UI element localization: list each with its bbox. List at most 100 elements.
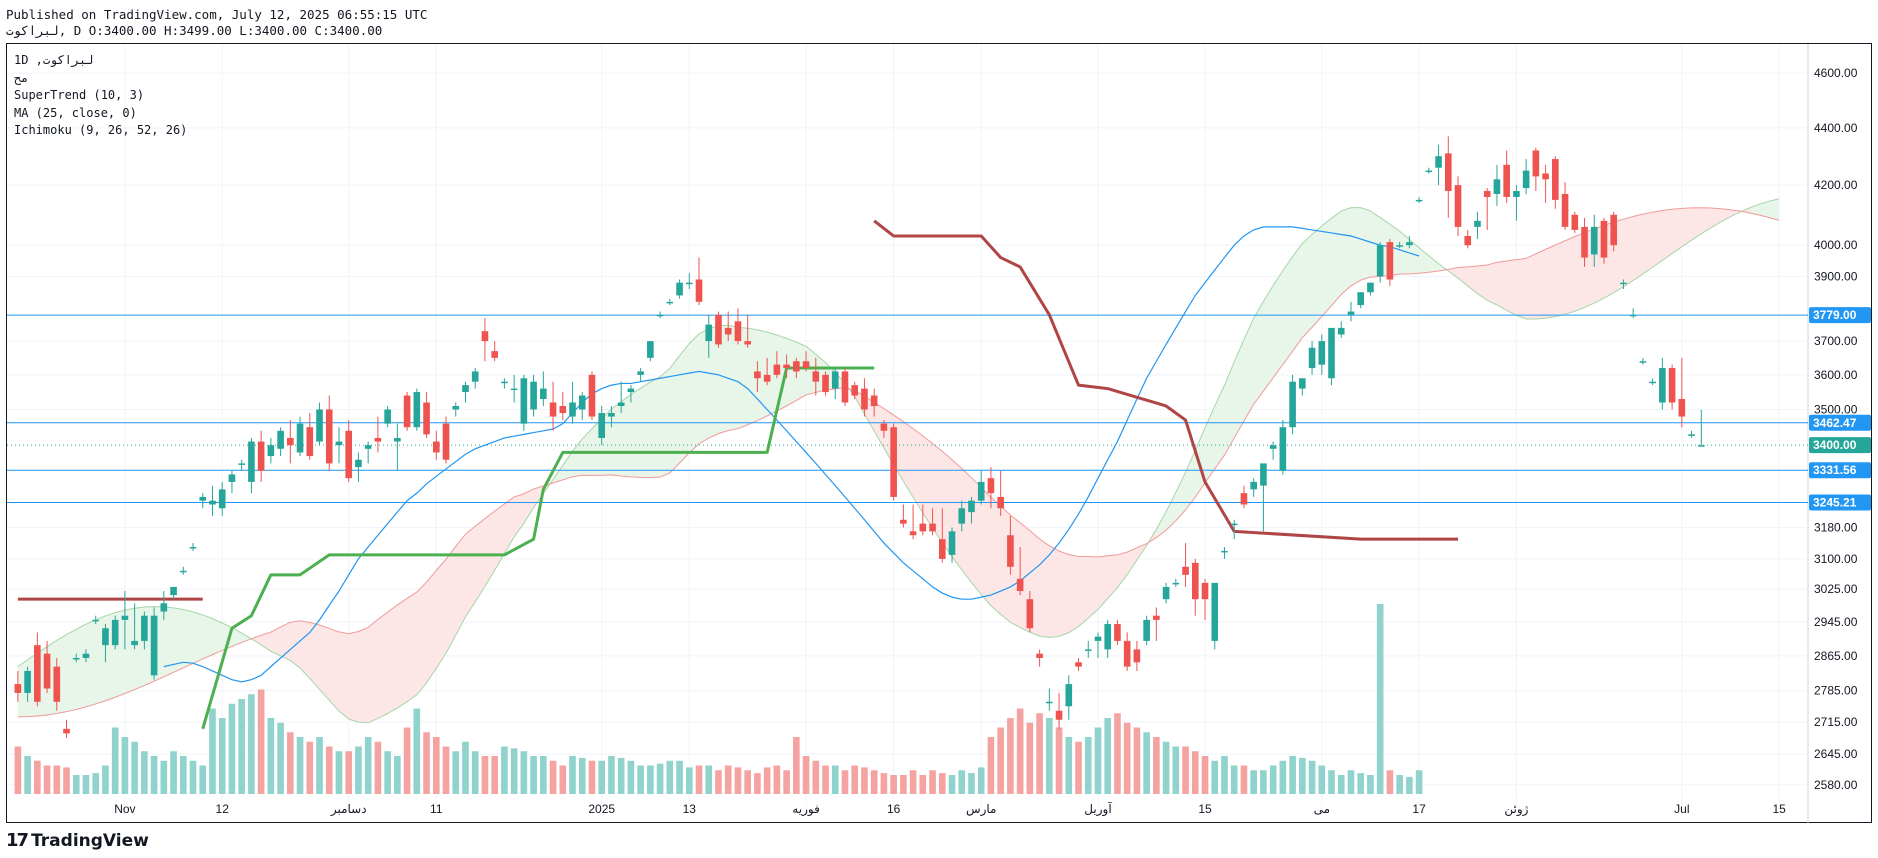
- horizontal-level-label: 3331.56: [1813, 463, 1857, 477]
- candle-body: [1367, 282, 1374, 293]
- volume-bar: [287, 732, 294, 794]
- volume-bar: [335, 751, 343, 794]
- candle-body: [287, 437, 294, 446]
- candle-body: [1668, 368, 1676, 403]
- candle-body: [189, 546, 197, 549]
- y-tick-label: 2785.00: [1814, 684, 1858, 698]
- candle-body: [471, 371, 479, 382]
- candle-body: [14, 684, 22, 693]
- volume-bar: [549, 760, 557, 794]
- volume-bar: [394, 756, 401, 794]
- candle-body: [403, 395, 411, 428]
- candle-body: [948, 531, 956, 555]
- volume-bar: [1172, 746, 1180, 794]
- volume-bar: [540, 756, 547, 794]
- candle-body: [432, 441, 440, 453]
- volume-bar: [384, 751, 391, 794]
- candle-body: [1571, 214, 1579, 230]
- candle-body: [763, 374, 771, 382]
- candle-body: [121, 615, 129, 620]
- y-tick-label: 2715.00: [1814, 715, 1858, 729]
- volume-bar: [802, 756, 810, 794]
- x-tick-label: 15: [1198, 802, 1212, 816]
- x-tick-label: دسامبر: [330, 802, 367, 817]
- candle-body: [1211, 582, 1219, 641]
- last-price-tag: [1809, 437, 1871, 454]
- chart-legend: 1D ,لبراكوت مح SuperTrend (10, 3) MA (25…: [14, 52, 187, 140]
- volume-bar: [608, 756, 615, 794]
- candle-body: [734, 321, 742, 342]
- volume-bar: [24, 756, 31, 794]
- volume-bar: [1396, 775, 1403, 794]
- candle-body: [1493, 179, 1501, 194]
- volume-bar: [919, 775, 927, 794]
- candle-body: [1639, 361, 1647, 363]
- candle-body: [549, 402, 557, 417]
- candle-body: [695, 279, 703, 302]
- volume-bar: [413, 708, 421, 794]
- candle-body: [1697, 445, 1705, 447]
- volume-bar: [734, 767, 742, 794]
- volume-bar: [1007, 718, 1014, 794]
- candle-body: [569, 402, 576, 417]
- volume-bar: [102, 765, 109, 794]
- candle-body: [82, 653, 90, 658]
- volume-bar: [248, 694, 255, 794]
- candle-body: [1610, 214, 1618, 246]
- candle-body: [997, 496, 1004, 509]
- candle-body: [958, 508, 966, 524]
- candle-body: [685, 282, 693, 285]
- candle-body: [394, 437, 401, 442]
- volume-bar: [53, 765, 61, 794]
- candle-body: [1153, 615, 1160, 620]
- candle-body: [1299, 378, 1306, 389]
- volume-bar: [1347, 770, 1355, 794]
- candle-body: [744, 341, 751, 345]
- volume-bar: [1153, 737, 1160, 794]
- candle-body: [150, 615, 158, 676]
- volume-bar: [1114, 713, 1121, 794]
- volume-bar: [72, 775, 80, 794]
- chart-frame[interactable]: [6, 43, 1872, 823]
- volume-bar: [403, 727, 411, 794]
- candle-body: [987, 478, 995, 494]
- x-tick-label: 16: [887, 802, 901, 816]
- volume-bar: [179, 756, 187, 794]
- legend-ichimoku[interactable]: Ichimoku (9, 26, 52, 26): [14, 123, 188, 137]
- y-tick-label: 3900.00: [1814, 269, 1858, 283]
- volume-bar: [1182, 746, 1189, 794]
- volume-bar: [510, 748, 518, 794]
- volume-bar: [812, 760, 820, 794]
- legend-supertrend[interactable]: SuperTrend (10, 3): [14, 88, 145, 102]
- candle-body: [802, 361, 810, 369]
- candle-body: [938, 539, 946, 559]
- candle-body: [890, 427, 897, 497]
- last-price-label: 3400.00: [1813, 438, 1857, 452]
- candle-body: [1308, 347, 1316, 369]
- candle-body: [1415, 199, 1423, 202]
- legend-ma[interactable]: MA (25, close, 0): [14, 105, 137, 120]
- volume-bar: [82, 775, 90, 794]
- candle-body: [520, 378, 528, 424]
- volume-bar: [14, 746, 22, 794]
- candle-body: [1483, 191, 1491, 197]
- candle-body: [578, 395, 586, 410]
- candle-body: [1649, 381, 1656, 384]
- candle-body: [705, 324, 713, 342]
- candle-body: [1552, 159, 1559, 200]
- volume-bar: [1367, 775, 1374, 794]
- candle-body: [43, 653, 51, 689]
- volume-bar: [656, 763, 664, 794]
- volume-bar: [141, 751, 148, 794]
- candle-body: [627, 388, 635, 393]
- x-tick-label: 17: [1412, 802, 1426, 816]
- volume-bar: [890, 775, 897, 794]
- ichimoku-span-b: [17, 207, 1780, 718]
- volume-bar: [1357, 773, 1365, 794]
- candle-body: [1347, 311, 1355, 315]
- candle-body: [754, 371, 761, 379]
- volume-bar: [793, 737, 800, 794]
- y-tick-label: 2645.00: [1814, 747, 1858, 761]
- x-tick-label: Nov: [114, 802, 135, 816]
